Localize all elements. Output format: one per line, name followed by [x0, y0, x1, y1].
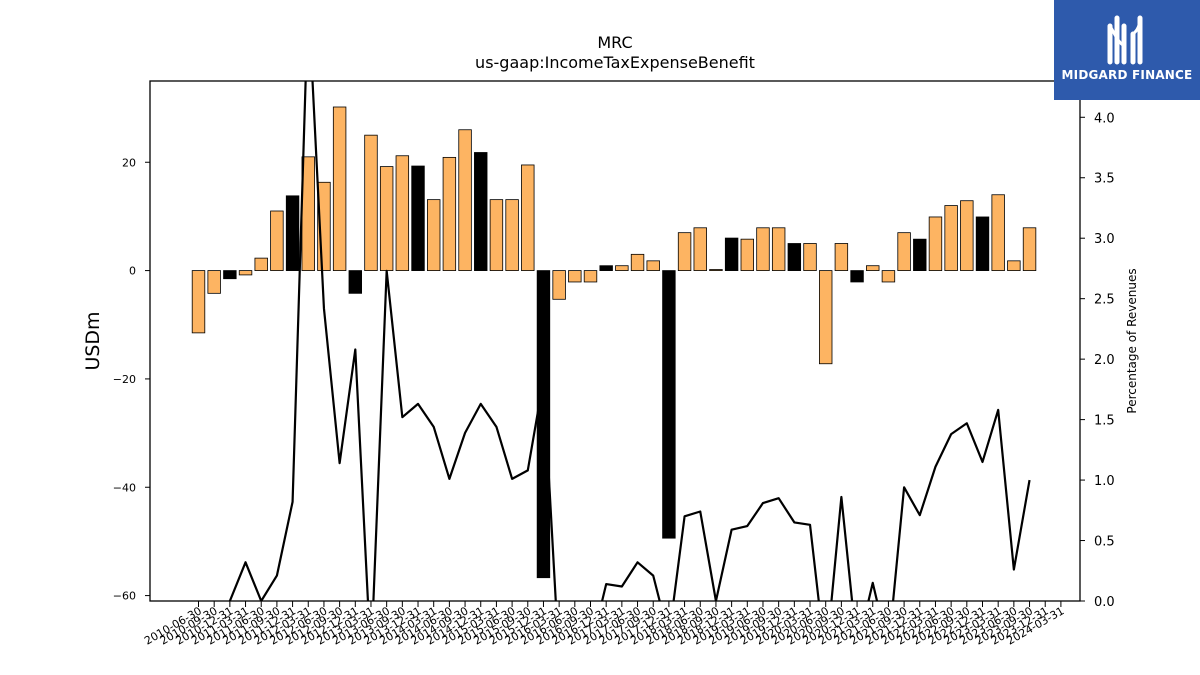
y-axis-left: −60 −40 −20 0 20: [113, 156, 150, 603]
bar-2012-12-31: [348, 270, 363, 294]
y-tick-label: 0: [129, 265, 136, 278]
bar-2013-06-30: [379, 166, 394, 271]
chart-title: MRC: [597, 33, 632, 52]
bar-2013-03-31: [364, 134, 378, 271]
bar-2015-12-31: [536, 270, 551, 579]
bar-2010-09-30: [207, 270, 221, 294]
x-axis: 2010-06-302010-09-302010-12-312011-03-31…: [142, 601, 1066, 648]
bar-2011-12-31: [285, 195, 300, 271]
bar-2018-12-31: [724, 237, 739, 271]
y2-tick-label: 3.0: [1094, 232, 1115, 247]
chart-subtitle: us-gaap:IncomeTaxExpenseBenefit: [475, 53, 755, 72]
y2-tick-label: 4.0: [1094, 111, 1115, 126]
bar-2021-12-31: [913, 238, 927, 271]
midgard-finance-logo: MIDGARD FINANCE: [1054, 0, 1200, 100]
bar-2018-06-30: [693, 227, 707, 271]
bar-2023-09-30: [1022, 227, 1037, 271]
bar-2020-09-30: [834, 243, 849, 271]
bar-2022-03-31: [928, 216, 943, 271]
bar-2017-12-31: [662, 270, 676, 539]
bar-2019-09-30: [771, 227, 786, 271]
bar-2021-03-31: [866, 265, 880, 271]
bar-2023-03-31: [991, 194, 1005, 271]
bar-2020-12-31: [850, 270, 864, 283]
bar-2014-09-30: [458, 129, 472, 271]
bar-2019-06-30: [756, 227, 770, 271]
bar-2014-03-31: [426, 199, 441, 271]
bar-2016-09-30: [583, 270, 598, 283]
bar-2020-06-30: [819, 270, 833, 365]
bar-2010-06-30: [191, 270, 206, 334]
y-tick-label: −20: [113, 373, 136, 386]
bar-2011-09-30: [270, 210, 284, 271]
bar-2014-06-30: [442, 156, 457, 271]
bar-2013-09-30: [395, 155, 410, 271]
bar-2023-06-30: [1007, 260, 1021, 271]
bar-2018-09-30: [709, 269, 723, 271]
y-tick-label: −60: [113, 590, 136, 603]
y-axis-right-label: Percentage of Revenues: [1125, 268, 1139, 413]
y-axis-left-label: USDm: [82, 311, 104, 370]
y2-tick-label: 0.5: [1094, 535, 1115, 550]
bar-2019-12-31: [787, 243, 802, 271]
midgard-logo-icon: [1107, 15, 1143, 65]
y2-tick-label: 3.5: [1094, 172, 1115, 187]
bar-2014-12-31: [474, 152, 488, 271]
bar-2015-03-31: [489, 199, 504, 271]
y-axis-right: 0.0 0.5 1.0 1.5 2.0 2.5 3.0 3.5 4.0: [1080, 111, 1115, 610]
bar-2016-12-31: [599, 265, 613, 271]
bar-2011-03-31: [238, 270, 253, 276]
y2-tick-label: 2.5: [1094, 293, 1115, 308]
bar-2018-03-31: [677, 232, 692, 271]
bar-2012-09-30: [332, 106, 347, 271]
y-tick-label: −40: [113, 481, 136, 494]
y2-tick-label: 1.5: [1094, 414, 1115, 429]
bar-2015-09-30: [521, 164, 535, 271]
bar-2019-03-31: [740, 238, 755, 271]
bar-2017-06-30: [630, 253, 645, 271]
bar-2011-06-30: [254, 257, 268, 271]
y-tick-label: 20: [122, 156, 136, 169]
bar-series: [191, 106, 1037, 579]
y2-tick-label: 0.0: [1094, 595, 1115, 610]
y2-tick-label: 1.0: [1094, 474, 1115, 489]
bar-2013-12-31: [411, 165, 425, 271]
bar-2022-12-31: [975, 216, 990, 271]
bar-2022-06-30: [944, 205, 958, 271]
plot-frame: [149, 80, 1081, 602]
revenue-percentage-line: [228, 81, 1031, 601]
line-series: [228, 81, 1031, 601]
bar-2022-09-30: [960, 200, 974, 271]
bar-2010-12-31: [223, 270, 237, 280]
bar-2015-06-30: [505, 199, 519, 271]
y2-tick-label: 2.0: [1094, 353, 1115, 368]
bar-2020-03-31: [803, 243, 817, 271]
bar-2021-09-30: [897, 232, 911, 271]
bar-2017-09-30: [646, 260, 660, 271]
bar-2021-06-30: [881, 270, 896, 283]
bar-2016-03-31: [552, 270, 566, 300]
bar-2017-03-31: [615, 265, 629, 271]
bar-2016-06-30: [568, 270, 582, 283]
logo-text: MIDGARD FINANCE: [1061, 68, 1193, 82]
